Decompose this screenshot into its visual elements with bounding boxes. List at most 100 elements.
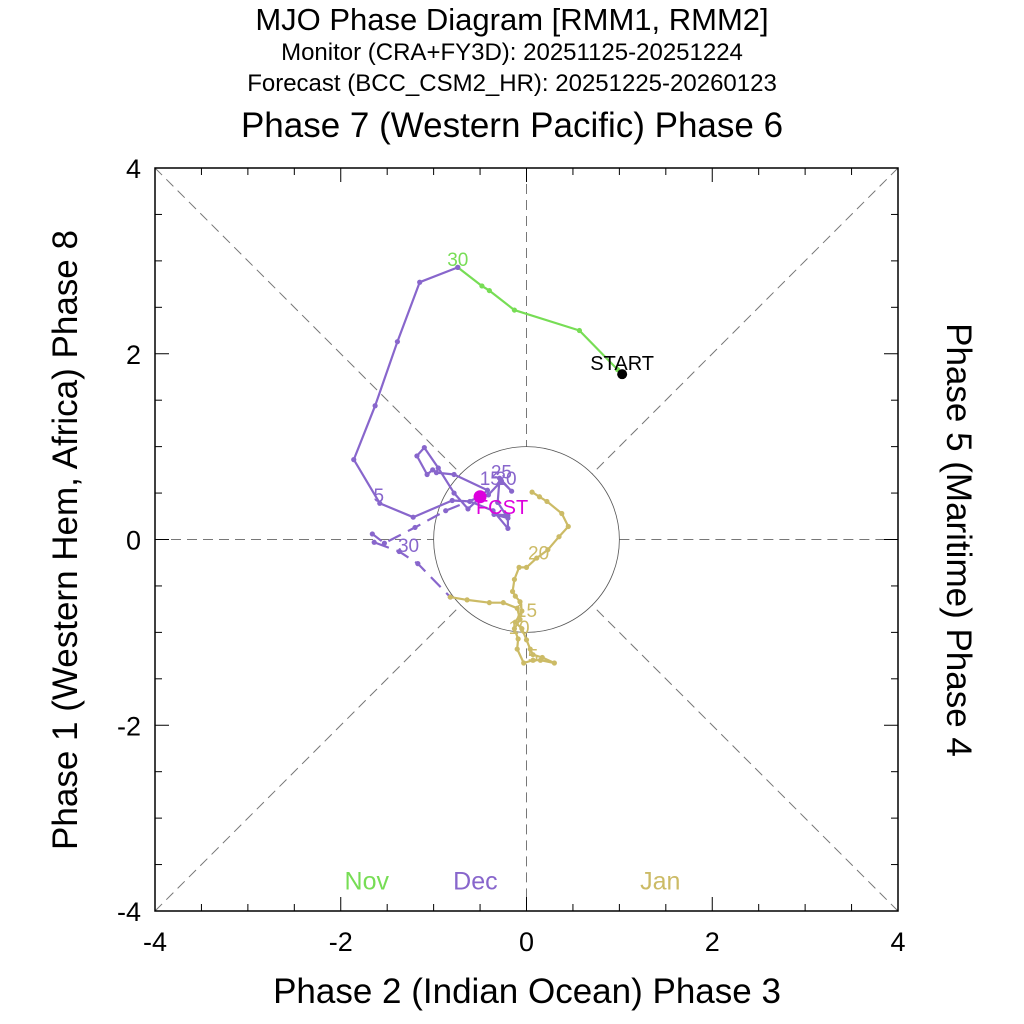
data-point: [544, 498, 550, 505]
data-point: [523, 564, 530, 570]
day-label: 25: [491, 463, 512, 484]
data-point: [517, 616, 523, 622]
grid-layer: [154, 167, 899, 912]
data-point: [530, 657, 536, 663]
data-point: [523, 637, 530, 643]
day-label: 30: [398, 536, 419, 557]
x-tick-label: 4: [890, 927, 905, 957]
data-point: [412, 524, 418, 531]
day-label: 20: [528, 544, 549, 565]
data-point: [484, 487, 491, 493]
forecast-start-marker: [473, 490, 487, 504]
data-point: [443, 508, 449, 514]
x-tick-label: -4: [143, 927, 167, 957]
data-point: [530, 652, 536, 658]
series-line: [450, 491, 570, 665]
day-label: 10: [508, 618, 529, 639]
chart-title: MJO Phase Diagram [RMM1, RMM2]: [255, 2, 769, 37]
data-point: [451, 471, 457, 478]
data-point: [449, 497, 455, 504]
legend-month-jan: Jan: [640, 868, 680, 896]
data-point: [500, 600, 506, 606]
y-tick-label: 2: [126, 340, 141, 370]
data-point: [521, 660, 527, 666]
data-point: [410, 514, 416, 520]
legend-month-nov: Nov: [345, 868, 390, 896]
x-axis-label: Phase 2 (Indian Ocean) Phase 3: [273, 972, 781, 1011]
data-point: [505, 515, 511, 521]
data-point: [396, 548, 402, 555]
data-point: [417, 279, 423, 285]
data-point: [509, 588, 516, 595]
phase-divider: [154, 604, 462, 912]
y-tick-label: -2: [117, 711, 141, 741]
data-point: [394, 339, 401, 345]
data-point: [486, 287, 492, 294]
phase-divider: [591, 167, 899, 475]
data-point: [372, 403, 378, 409]
data-point: [464, 597, 470, 603]
data-point: [519, 626, 525, 632]
data-point: [556, 534, 562, 540]
start-label: START: [590, 353, 654, 375]
x-tick-label: -2: [329, 927, 353, 957]
x-tick-label: 2: [705, 927, 720, 957]
data-point: [559, 510, 565, 517]
data-point: [565, 523, 571, 530]
top-phase-label: Phase 7 (Western Pacific) Phase 6: [240, 106, 784, 145]
data-point: [534, 555, 540, 561]
data-point: [505, 525, 511, 531]
data-point: [539, 654, 545, 661]
day-label: 15: [516, 601, 537, 622]
data-point: [511, 576, 518, 583]
data-point: [517, 599, 523, 605]
day-label: 20: [495, 469, 516, 490]
data-point: [424, 471, 430, 478]
data-point: [512, 593, 518, 599]
data-point: [545, 547, 551, 553]
data-point: [516, 564, 522, 570]
data-point: [495, 499, 501, 505]
data-point: [509, 488, 515, 494]
data-point: [512, 619, 518, 625]
x-tick-label: 0: [519, 927, 534, 957]
data-point: [514, 646, 520, 652]
data-point: [491, 511, 497, 518]
phase-divider: [591, 604, 899, 912]
data-point: [486, 600, 492, 606]
data-point: [451, 490, 457, 496]
y-tick-label: -4: [117, 897, 141, 927]
y-tick-label: 4: [126, 154, 141, 184]
data-point: [527, 646, 533, 652]
data-point: [511, 626, 518, 632]
data-point: [455, 264, 461, 270]
legend-month-dec: Dec: [453, 868, 497, 896]
data-point: [369, 531, 375, 537]
data-point: [447, 594, 453, 600]
data-point: [479, 283, 485, 289]
data-point: [529, 489, 535, 495]
forecast-subtitle: Forecast (BCC_CSM2_HR): 20251225-2026012…: [247, 70, 777, 97]
data-point: [351, 457, 357, 463]
forecast-start-label: FCST: [476, 497, 528, 519]
data-point: [415, 561, 421, 567]
data-point: [377, 500, 383, 506]
data-point: [519, 608, 525, 614]
y-tick-label: 0: [126, 526, 141, 556]
data-point: [515, 636, 521, 642]
data-point: [465, 506, 471, 512]
data-point: [421, 444, 427, 451]
data-point: [433, 470, 440, 476]
data-point: [430, 467, 436, 473]
data-point: [435, 465, 441, 471]
data-point: [514, 605, 520, 611]
data-point: [511, 307, 518, 313]
data-point: [551, 660, 557, 666]
day-label: 30: [447, 250, 468, 271]
data-point: [381, 540, 388, 546]
data-point: [498, 478, 505, 484]
data-point: [371, 539, 377, 545]
